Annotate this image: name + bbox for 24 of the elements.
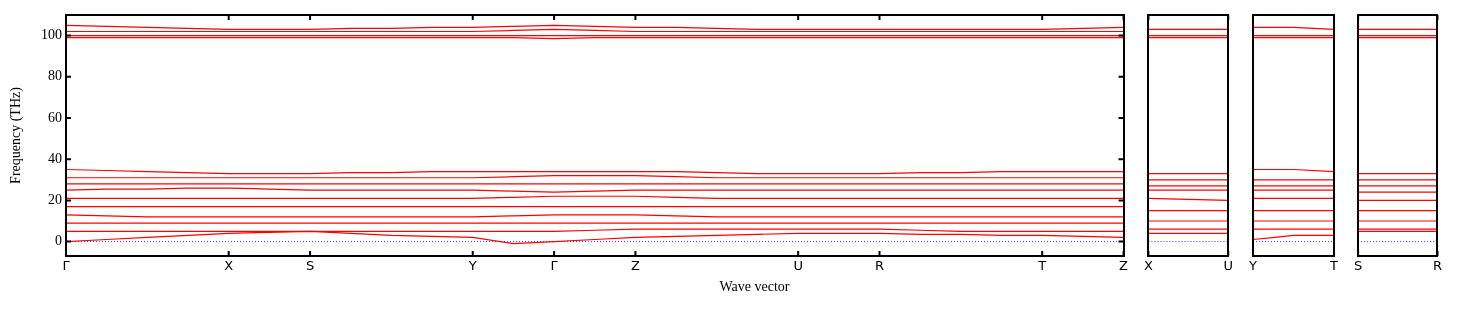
y-tick-label: 20 <box>48 192 62 208</box>
x-tick-label: Z <box>631 258 640 274</box>
x-tick-label: T <box>1329 258 1339 274</box>
x-tick-label: X <box>224 258 234 274</box>
y-tick-label: 100 <box>41 27 62 43</box>
y-tick-label: 60 <box>48 109 62 125</box>
x-tick-label: Y <box>1247 258 1257 274</box>
x-tick-label: U <box>793 258 803 274</box>
y-tick-label: 40 <box>48 150 62 166</box>
x-tick-label: U <box>1223 258 1233 274</box>
y-tick-label: 80 <box>48 68 62 84</box>
y-tick-label: 0 <box>55 233 62 249</box>
x-tick-label: Z <box>1119 258 1129 274</box>
x-tick-label: S <box>305 258 315 274</box>
x-tick-label: T <box>1037 258 1047 274</box>
y-axis-title: Frequency (THz) <box>8 86 25 184</box>
x-tick-label: R <box>1432 258 1443 274</box>
x-tick-label: S <box>1353 258 1363 274</box>
x-tick-label: Γ <box>550 258 559 274</box>
x-tick-label: Γ <box>62 258 71 274</box>
x-tick-label: X <box>1144 258 1153 274</box>
x-axis-title: Wave vector <box>718 279 791 295</box>
x-tick-label: Y <box>467 258 477 274</box>
x-tick-label: R <box>874 258 885 274</box>
